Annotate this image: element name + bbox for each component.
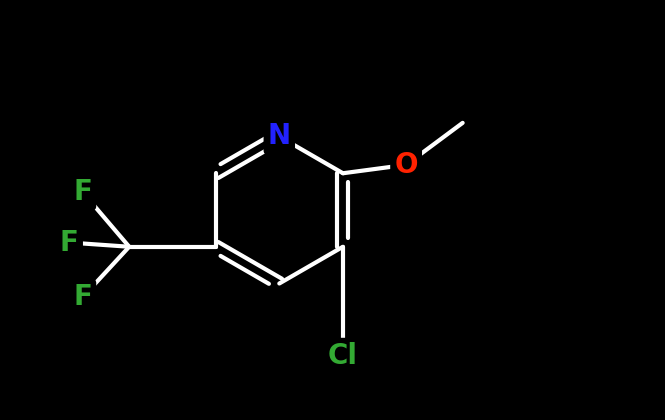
Text: O: O <box>394 151 418 179</box>
Text: F: F <box>73 283 92 311</box>
Text: N: N <box>268 123 291 150</box>
Text: F: F <box>60 228 78 257</box>
Text: F: F <box>73 178 92 206</box>
Text: Cl: Cl <box>328 342 358 370</box>
